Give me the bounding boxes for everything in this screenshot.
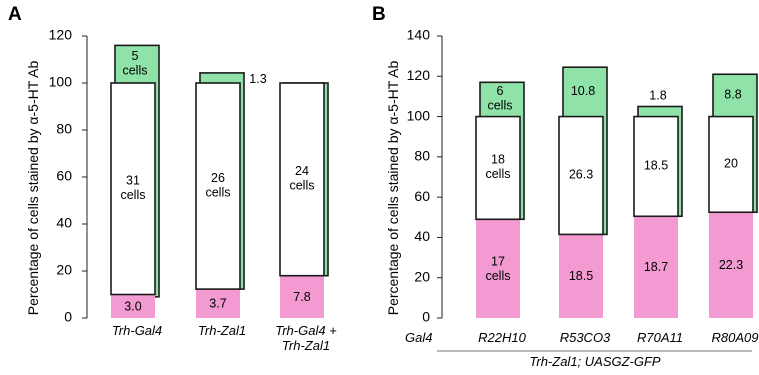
bar-segment-white [279, 82, 325, 277]
bar-label-white: 24 cells [289, 164, 314, 193]
y-tick-label: 120 [49, 27, 73, 43]
y-tick-label: 20 [56, 262, 72, 278]
bar-segment-pink [634, 216, 678, 318]
panel-b-category-group: R22H10 R53CO3 R70A11 R80A09 [478, 330, 758, 345]
gal4-row-label: Gal4 [405, 330, 432, 345]
y-tick-label: 40 [56, 215, 72, 231]
bar-segment-pink [196, 289, 240, 318]
bar-segment-white [633, 115, 679, 218]
panel-a-category-group: Trh-Gal4 Trh-Zal1 Trh-Gal4 + Trh-Zal1 [112, 323, 337, 353]
panel-b-tick-group: 0 20 40 60 80 100 120 140 [407, 27, 442, 325]
bar-label-green: 8.8 [724, 88, 741, 102]
y-tick-label: 60 [414, 188, 430, 204]
y-tick-label: 40 [414, 228, 430, 244]
y-tick-label: 80 [56, 121, 72, 137]
bar-label-green: 1.8 [649, 89, 666, 103]
bar-segment-pink [476, 219, 520, 318]
bar-label-pink: 18.7 [644, 260, 668, 274]
panel-a-letter: A [8, 4, 22, 25]
bar-label-white: 31 cells [120, 174, 145, 203]
y-tick-label: 20 [414, 268, 430, 284]
y-tick-label: 100 [49, 74, 73, 90]
bar-label-green: 6 cells [487, 84, 512, 113]
bar-segment-white [558, 115, 604, 236]
panel-b-footer-label: Trh-Zal1; UASGZ-GFP [529, 354, 661, 369]
y-tick-label: 100 [407, 107, 431, 123]
category-label: R80A09 [712, 330, 759, 345]
bar-label-white: 26 cells [205, 171, 230, 200]
y-tick-label: 60 [56, 168, 72, 184]
bar-label-pink: 18.5 [569, 270, 593, 284]
panel-a-bar-group: 3.0 31 cells 5 cells 3.7 26 cells 1.3 7.8 24 cells [110, 44, 329, 318]
bar-segment-pink [709, 212, 753, 318]
panel-a-y-axis-label: Percentage of cells stained by α-5-HT Ab [25, 61, 41, 316]
y-tick-label: 0 [422, 309, 430, 325]
category-label: R53CO3 [560, 330, 611, 345]
panel-b-bar-group: 17 cells 18 cells 6 cells 18.5 26.3 10.8 18.7 18.5… [475, 66, 758, 318]
bar-label-green: 10.8 [571, 84, 595, 98]
bar-segment-pink [111, 294, 155, 318]
bar-label-green: 1.3 [249, 72, 266, 86]
panel-b: B Percentage of cells stained by α-5-HT … [372, 4, 758, 369]
category-label: R22H10 [478, 330, 526, 345]
bar-label-pink: 22.3 [719, 258, 743, 272]
bar-label-pink: 3.0 [124, 300, 141, 314]
panel-b-letter: B [372, 4, 386, 25]
category-label: Trh-Gal4 [112, 323, 162, 338]
panel-b-y-axis-label: Percentage of cells stained by α-5-HT Ab [385, 61, 401, 316]
bar-segment-white [195, 82, 241, 290]
category-label: Trh-Gal4 + Trh-Zal1 [275, 323, 337, 353]
bar-label-white: 20 [724, 157, 738, 171]
bar-label-white: 26.3 [569, 168, 593, 182]
y-tick-label: 140 [407, 27, 431, 43]
bar-segment-white [110, 82, 156, 296]
bar-label-green: 5 cells [122, 49, 147, 77]
bar-label-pink: 3.7 [209, 297, 226, 311]
y-tick-label: 0 [64, 309, 72, 325]
bar-segment-pink [559, 234, 603, 318]
panel-a: A Percentage of cells stained by α-5-HT … [8, 4, 337, 353]
bar-segment-pink [280, 275, 324, 318]
category-label: R70A11 [637, 330, 683, 345]
bar-label-pink: 17 cells [485, 255, 510, 284]
bar-label-white: 18.5 [644, 159, 668, 173]
category-label: Trh-Zal1 [198, 323, 246, 338]
panel-a-tick-group: 0 20 40 60 80 100 120 [49, 27, 87, 325]
bar-segment-white [475, 115, 521, 221]
bar-label-white: 18 cells [485, 153, 510, 182]
y-tick-label: 120 [407, 67, 431, 83]
bar-segment-white [708, 115, 754, 214]
y-tick-label: 80 [414, 148, 430, 164]
bar-label-pink: 7.8 [293, 290, 310, 304]
